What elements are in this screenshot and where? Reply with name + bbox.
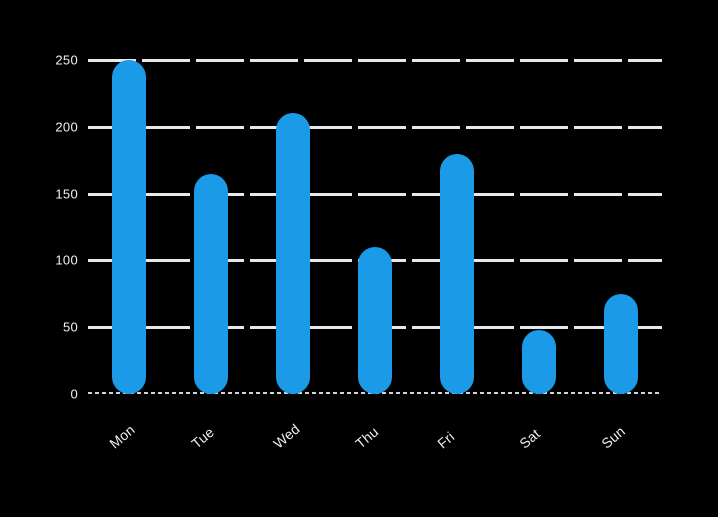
x-tick-label: Mon	[106, 421, 138, 452]
bar-fill	[358, 247, 392, 394]
bar-fill	[276, 113, 310, 394]
bar-tue[interactable]	[187, 167, 235, 400]
x-axis: Mon Tue Wed Thu Fri Sat Sun	[88, 0, 662, 517]
bar-sun[interactable]	[597, 287, 645, 400]
bar-fri[interactable]	[433, 147, 481, 400]
x-tick-label: Thu	[352, 423, 382, 452]
gridline-200	[88, 125, 662, 129]
bar-thu[interactable]	[351, 241, 399, 400]
bar-mon[interactable]	[105, 54, 153, 400]
x-tick-label: Wed	[270, 420, 303, 452]
bar-fill	[604, 293, 638, 394]
bar-fill	[522, 329, 556, 394]
x-tick-label: Tue	[188, 423, 218, 452]
gridline-150	[88, 192, 662, 196]
y-tick-label: 250	[55, 52, 78, 68]
y-tick-label: 50	[62, 319, 78, 335]
gridline-250	[88, 59, 662, 62]
bar-sat[interactable]	[515, 323, 563, 400]
bar-fill	[194, 173, 228, 394]
y-tick-label: 150	[55, 186, 78, 202]
bar-fill	[112, 60, 146, 394]
bar-wed[interactable]	[269, 107, 317, 400]
bar-fill	[440, 153, 474, 394]
x-tick-label: Sat	[516, 425, 544, 452]
y-tick-label: 200	[55, 119, 78, 135]
y-axis: 0 50 100 150 200 250	[14, 54, 78, 401]
y-tick-label: 100	[55, 252, 78, 268]
x-tick-label: Sun	[598, 422, 629, 452]
x-tick-label: Fri	[434, 428, 458, 452]
plot-area	[88, 54, 662, 400]
y-tick-label: 0	[70, 386, 78, 402]
